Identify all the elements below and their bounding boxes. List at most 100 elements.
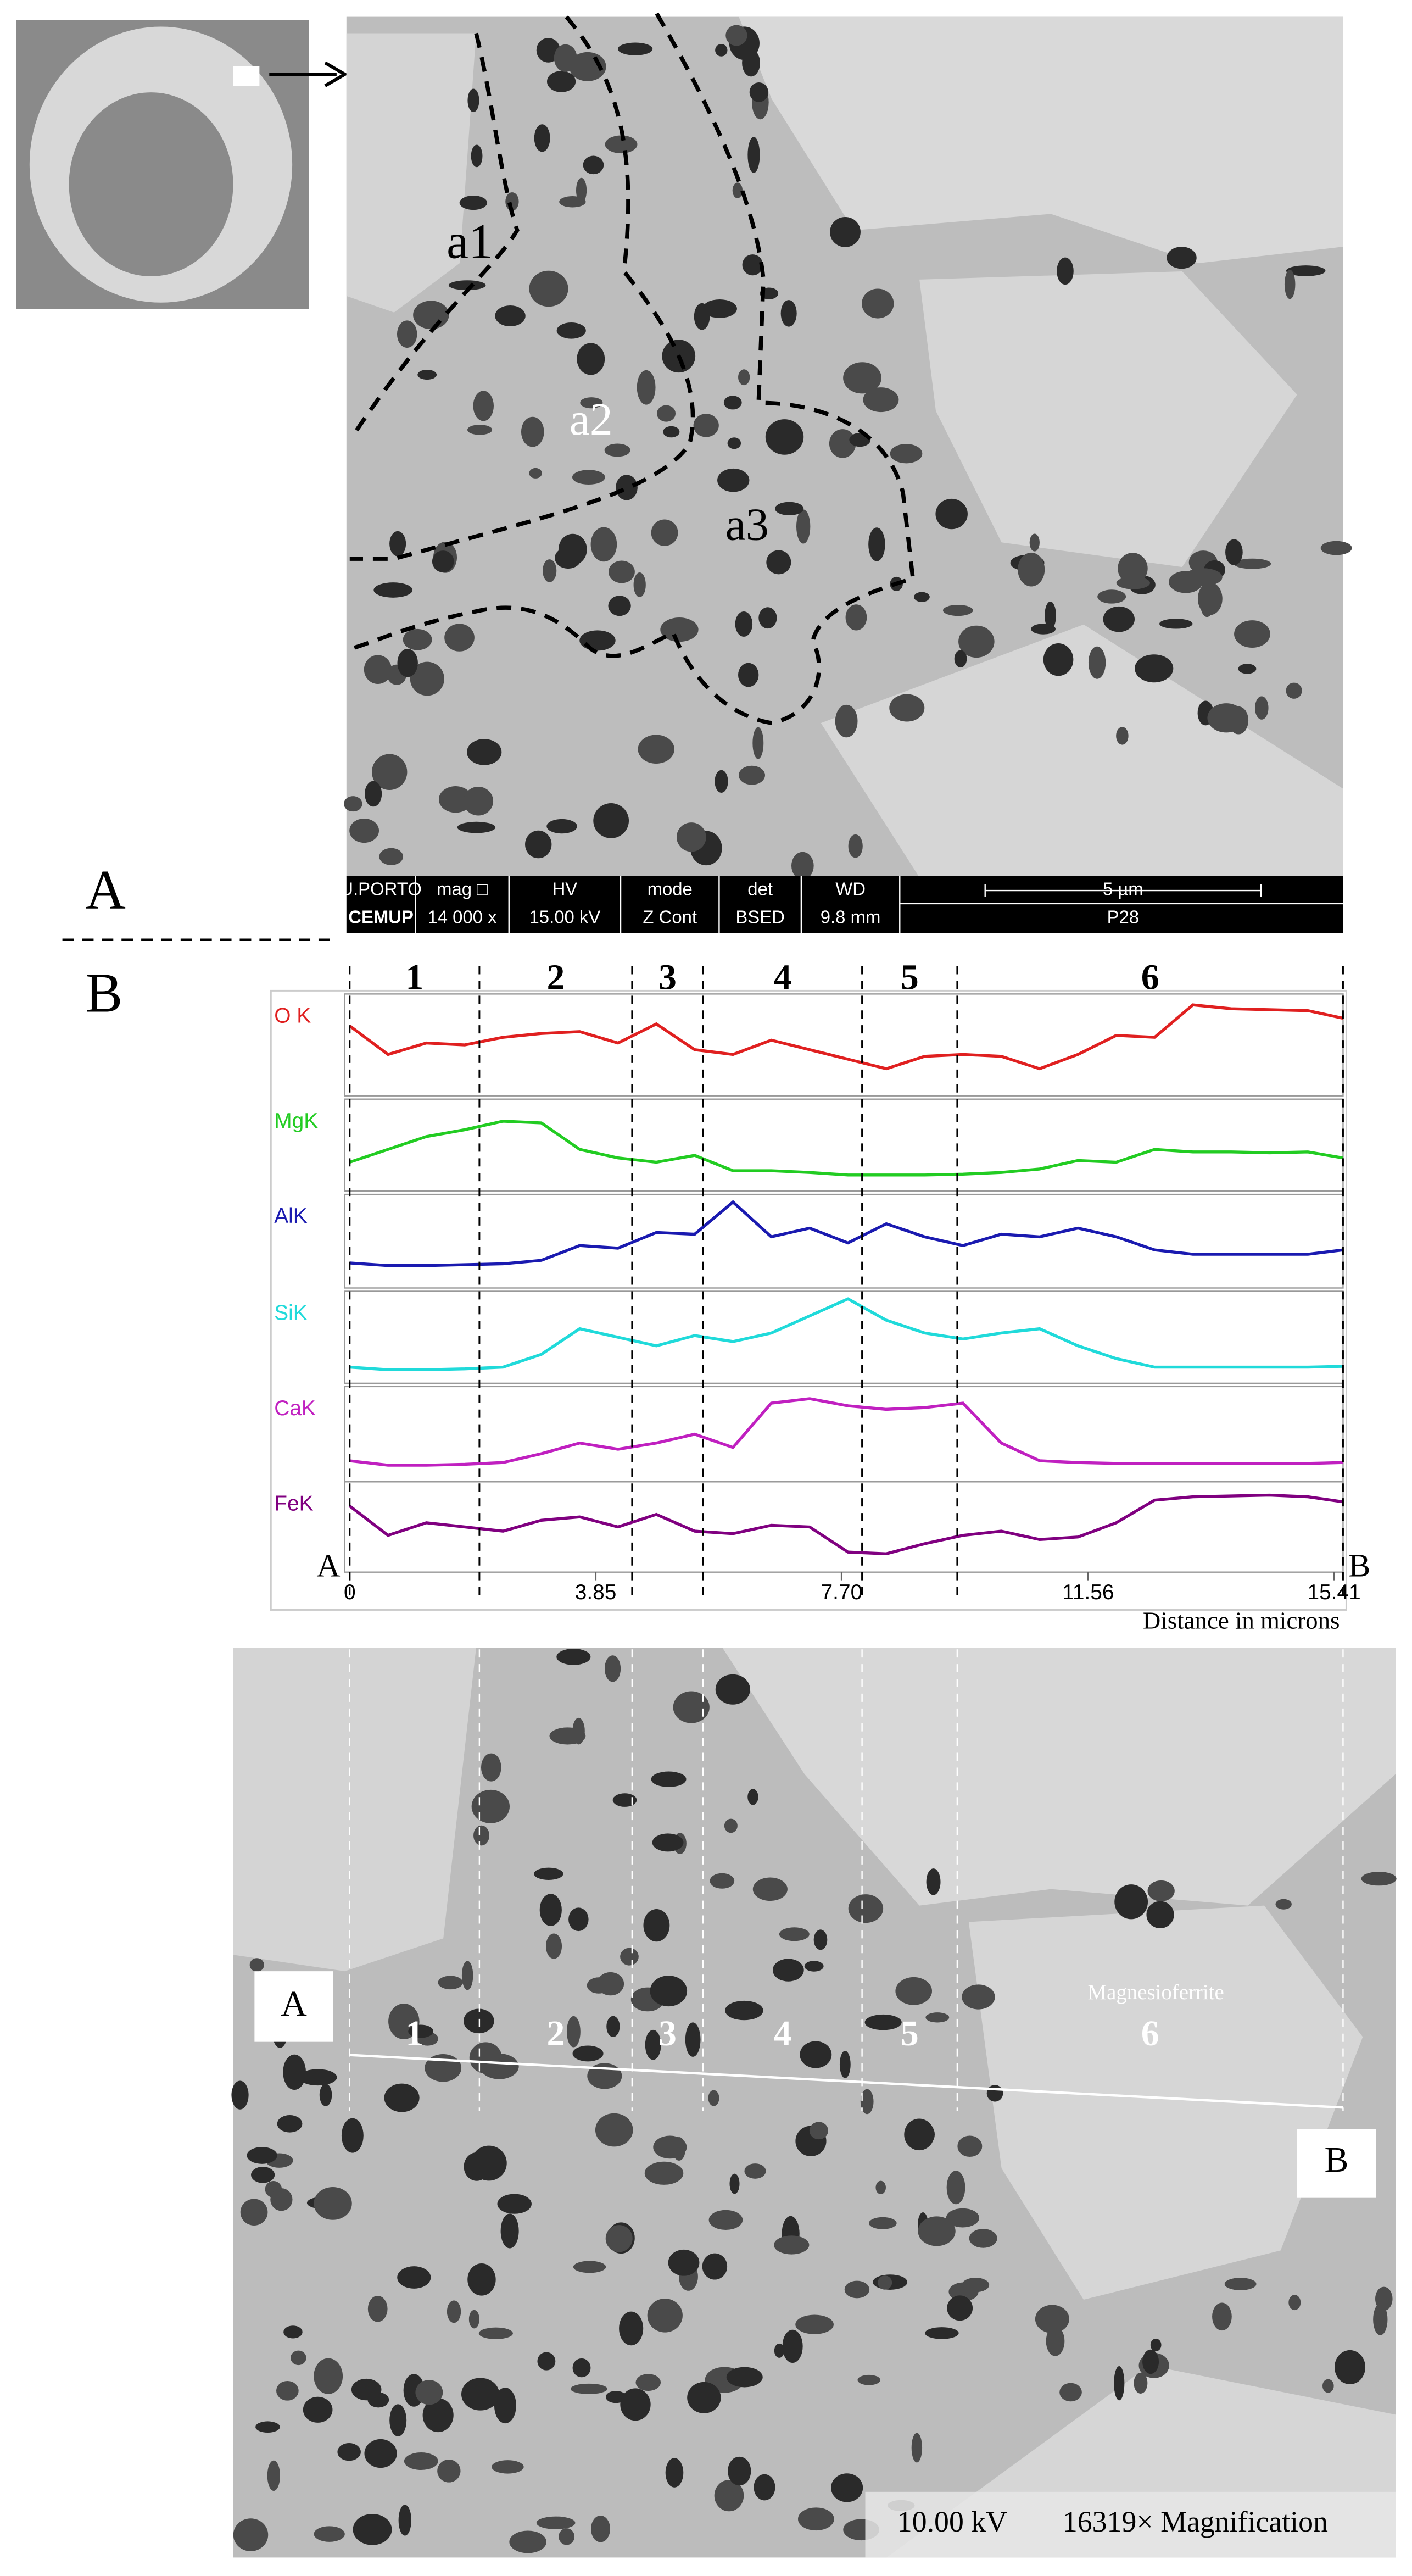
pore — [1135, 654, 1174, 683]
x-tick-label: 7.70 — [821, 1581, 863, 1604]
pore — [747, 137, 760, 173]
pore — [1255, 696, 1269, 720]
pore — [529, 468, 542, 479]
pore — [708, 2210, 743, 2230]
pore — [749, 82, 768, 102]
pore — [595, 2113, 633, 2147]
pore — [572, 470, 605, 485]
legend-label: MgK — [274, 1109, 318, 1133]
thumbnail-hole — [69, 92, 233, 276]
pore — [914, 592, 930, 602]
pore — [702, 2253, 728, 2280]
pore — [715, 44, 728, 57]
pore — [447, 2300, 461, 2323]
pore — [1057, 257, 1074, 285]
pore — [732, 182, 743, 198]
pore — [773, 1959, 804, 1982]
crystal — [968, 1905, 1363, 2300]
pore — [943, 605, 973, 616]
pore — [534, 124, 550, 152]
legend-label: CaK — [274, 1397, 316, 1420]
profile-line — [349, 1003, 1344, 1071]
pore — [283, 2054, 306, 2090]
crystal — [739, 16, 1343, 264]
info-header: det — [747, 879, 773, 899]
pore — [439, 786, 473, 813]
pore — [895, 1977, 933, 2005]
pore — [911, 2122, 935, 2147]
pore — [725, 25, 747, 46]
info-value: BSED — [735, 907, 785, 927]
pore — [839, 2050, 851, 2078]
pore — [782, 2329, 803, 2363]
pore — [249, 1958, 264, 1972]
pore — [791, 852, 814, 880]
pore — [534, 1867, 563, 1880]
info-header: HV — [552, 879, 578, 899]
pore — [1234, 558, 1271, 569]
pore — [1184, 568, 1223, 586]
pore — [957, 2135, 983, 2157]
pore — [657, 405, 676, 422]
panel-label: B — [85, 962, 122, 1024]
pore — [747, 1789, 758, 1805]
pore — [457, 821, 496, 833]
pore — [373, 582, 413, 598]
info-value: 15.00 kV — [529, 907, 601, 927]
pore — [830, 216, 861, 247]
legend-label: O K — [274, 1004, 311, 1027]
pore — [1373, 2304, 1388, 2335]
pore — [437, 2459, 461, 2483]
pore — [702, 299, 737, 318]
pore — [809, 2122, 828, 2140]
pore — [573, 2261, 606, 2273]
pore — [638, 735, 674, 764]
region-number: 6 — [1141, 2013, 1159, 2054]
phase-label: Magnesioferrite — [1088, 1980, 1224, 2004]
pore — [918, 2216, 956, 2246]
info-box — [865, 2491, 1396, 2558]
pore — [687, 2382, 721, 2413]
strip-frame — [344, 1386, 1344, 1483]
pore — [1286, 265, 1326, 276]
pore — [417, 369, 437, 380]
pore — [604, 443, 630, 457]
pore — [1059, 2383, 1082, 2402]
profile-line — [349, 1297, 1343, 1371]
region-outline — [349, 12, 916, 725]
pore — [829, 429, 856, 458]
pore — [796, 509, 811, 544]
pore — [752, 727, 764, 759]
pore — [341, 2118, 364, 2153]
pore — [467, 2263, 496, 2296]
pore — [1118, 553, 1148, 584]
pore — [478, 2327, 513, 2339]
pore — [676, 822, 706, 852]
pore — [606, 2016, 620, 2037]
pore — [495, 305, 526, 327]
pore — [848, 834, 863, 858]
pore — [848, 1894, 884, 1923]
pore — [444, 624, 475, 652]
legend-label: AlK — [274, 1204, 308, 1228]
profile-line — [349, 1120, 1343, 1177]
pore — [1334, 2350, 1366, 2385]
pore — [744, 2163, 766, 2179]
pore — [536, 2516, 576, 2529]
pore — [620, 1948, 639, 1966]
scale-bar-label: 5 µm — [1103, 879, 1143, 899]
pore — [969, 2229, 997, 2248]
pore — [389, 531, 406, 557]
pore — [766, 550, 791, 575]
pore — [685, 2022, 701, 2057]
pore — [694, 303, 710, 330]
pore — [432, 550, 454, 572]
pore — [1286, 682, 1302, 699]
pore — [1147, 1880, 1175, 1901]
pore — [813, 1929, 828, 1950]
pore — [724, 1818, 738, 1833]
pore — [471, 1789, 510, 1823]
pore — [1018, 552, 1045, 587]
